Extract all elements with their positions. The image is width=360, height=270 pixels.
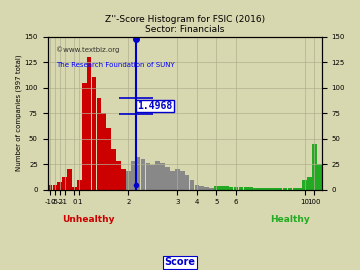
Text: 1.4968: 1.4968 — [137, 101, 172, 111]
Bar — [194, 185, 199, 190]
Text: Score: Score — [165, 257, 195, 267]
Bar — [268, 188, 273, 190]
Bar — [317, 164, 321, 190]
Bar — [214, 186, 219, 190]
Bar — [229, 187, 234, 190]
Bar — [243, 187, 248, 190]
Bar — [185, 176, 189, 190]
Bar — [156, 161, 160, 190]
Bar — [136, 157, 140, 190]
Bar — [253, 188, 258, 190]
Text: ©www.textbiz.org: ©www.textbiz.org — [56, 46, 119, 53]
Bar — [175, 169, 180, 190]
Text: Unhealthy: Unhealthy — [62, 215, 115, 224]
Bar — [67, 169, 72, 190]
Bar — [239, 187, 243, 190]
Y-axis label: Number of companies (997 total): Number of companies (997 total) — [15, 55, 22, 171]
Bar — [57, 182, 62, 190]
Bar — [121, 169, 126, 190]
Bar — [219, 186, 224, 190]
Bar — [204, 187, 209, 190]
Bar — [209, 188, 214, 190]
Bar — [53, 185, 57, 190]
Bar — [297, 188, 302, 190]
Bar — [145, 163, 150, 190]
Bar — [180, 171, 185, 190]
Bar — [302, 180, 307, 190]
Bar — [293, 188, 297, 190]
Bar — [283, 188, 287, 190]
Bar — [77, 180, 82, 190]
Bar — [72, 187, 77, 190]
Bar — [150, 165, 155, 190]
Bar — [141, 159, 145, 190]
Text: The Research Foundation of SUNY: The Research Foundation of SUNY — [56, 62, 175, 68]
Bar — [273, 188, 278, 190]
Bar — [82, 83, 86, 190]
Bar — [62, 177, 67, 190]
Bar — [224, 186, 229, 190]
Bar — [102, 113, 106, 190]
Bar — [258, 188, 263, 190]
Bar — [116, 161, 121, 190]
Bar — [111, 149, 116, 190]
Bar — [165, 167, 170, 190]
Bar — [92, 77, 96, 190]
Bar — [248, 187, 253, 190]
Bar — [126, 171, 131, 190]
Bar — [131, 161, 135, 190]
Bar — [312, 144, 317, 190]
Text: Healthy: Healthy — [270, 215, 310, 224]
Bar — [263, 188, 268, 190]
Bar — [288, 188, 292, 190]
Bar — [160, 163, 165, 190]
Bar — [170, 171, 175, 190]
Bar — [190, 180, 194, 190]
Bar — [48, 185, 52, 190]
Bar — [199, 186, 204, 190]
Bar — [96, 98, 101, 190]
Title: Z''-Score Histogram for FSIC (2016)
Sector: Financials: Z''-Score Histogram for FSIC (2016) Sect… — [104, 15, 265, 34]
Bar — [234, 187, 238, 190]
Bar — [107, 129, 111, 190]
Bar — [307, 177, 312, 190]
Bar — [87, 57, 91, 190]
Bar — [278, 188, 283, 190]
